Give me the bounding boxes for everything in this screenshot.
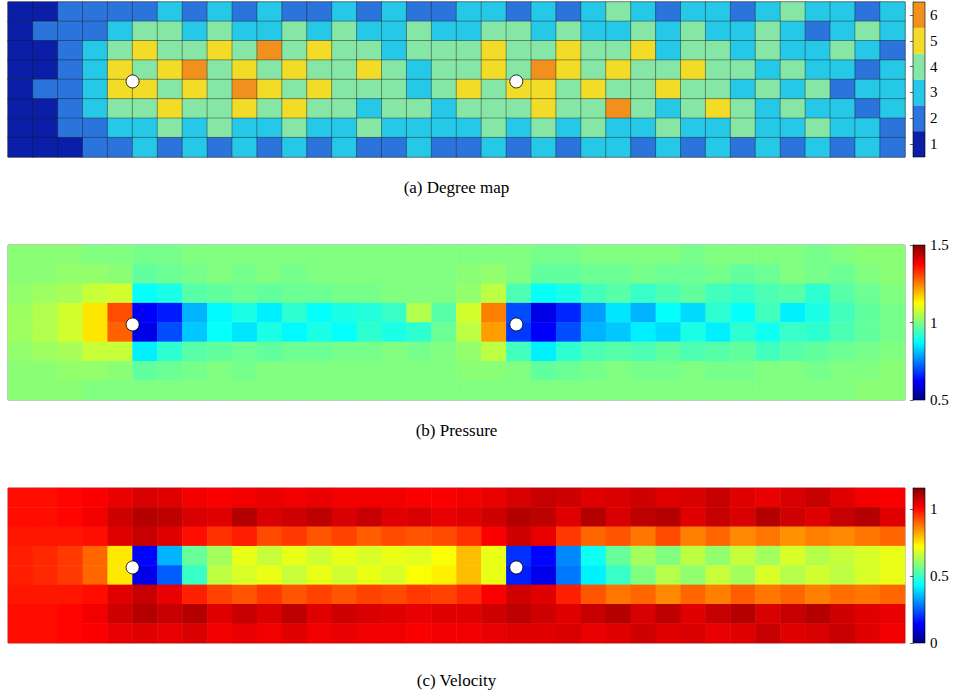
svg-text:1: 1 [930, 136, 938, 152]
svg-text:(c) Velocity: (c) Velocity [417, 671, 497, 690]
svg-text:1: 1 [930, 501, 938, 517]
svg-text:1.5: 1.5 [930, 237, 949, 253]
svg-text:3: 3 [930, 84, 938, 100]
svg-text:0.5: 0.5 [930, 568, 949, 584]
svg-text:(a) Degree map: (a) Degree map [404, 178, 510, 197]
svg-text:1: 1 [930, 315, 938, 331]
svg-text:(b) Pressure: (b) Pressure [416, 421, 498, 440]
svg-text:6: 6 [930, 7, 938, 23]
svg-text:4: 4 [930, 59, 938, 75]
svg-text:5: 5 [930, 33, 938, 49]
svg-text:2: 2 [930, 110, 938, 126]
svg-text:0: 0 [930, 635, 938, 651]
svg-text:0.5: 0.5 [930, 392, 949, 408]
